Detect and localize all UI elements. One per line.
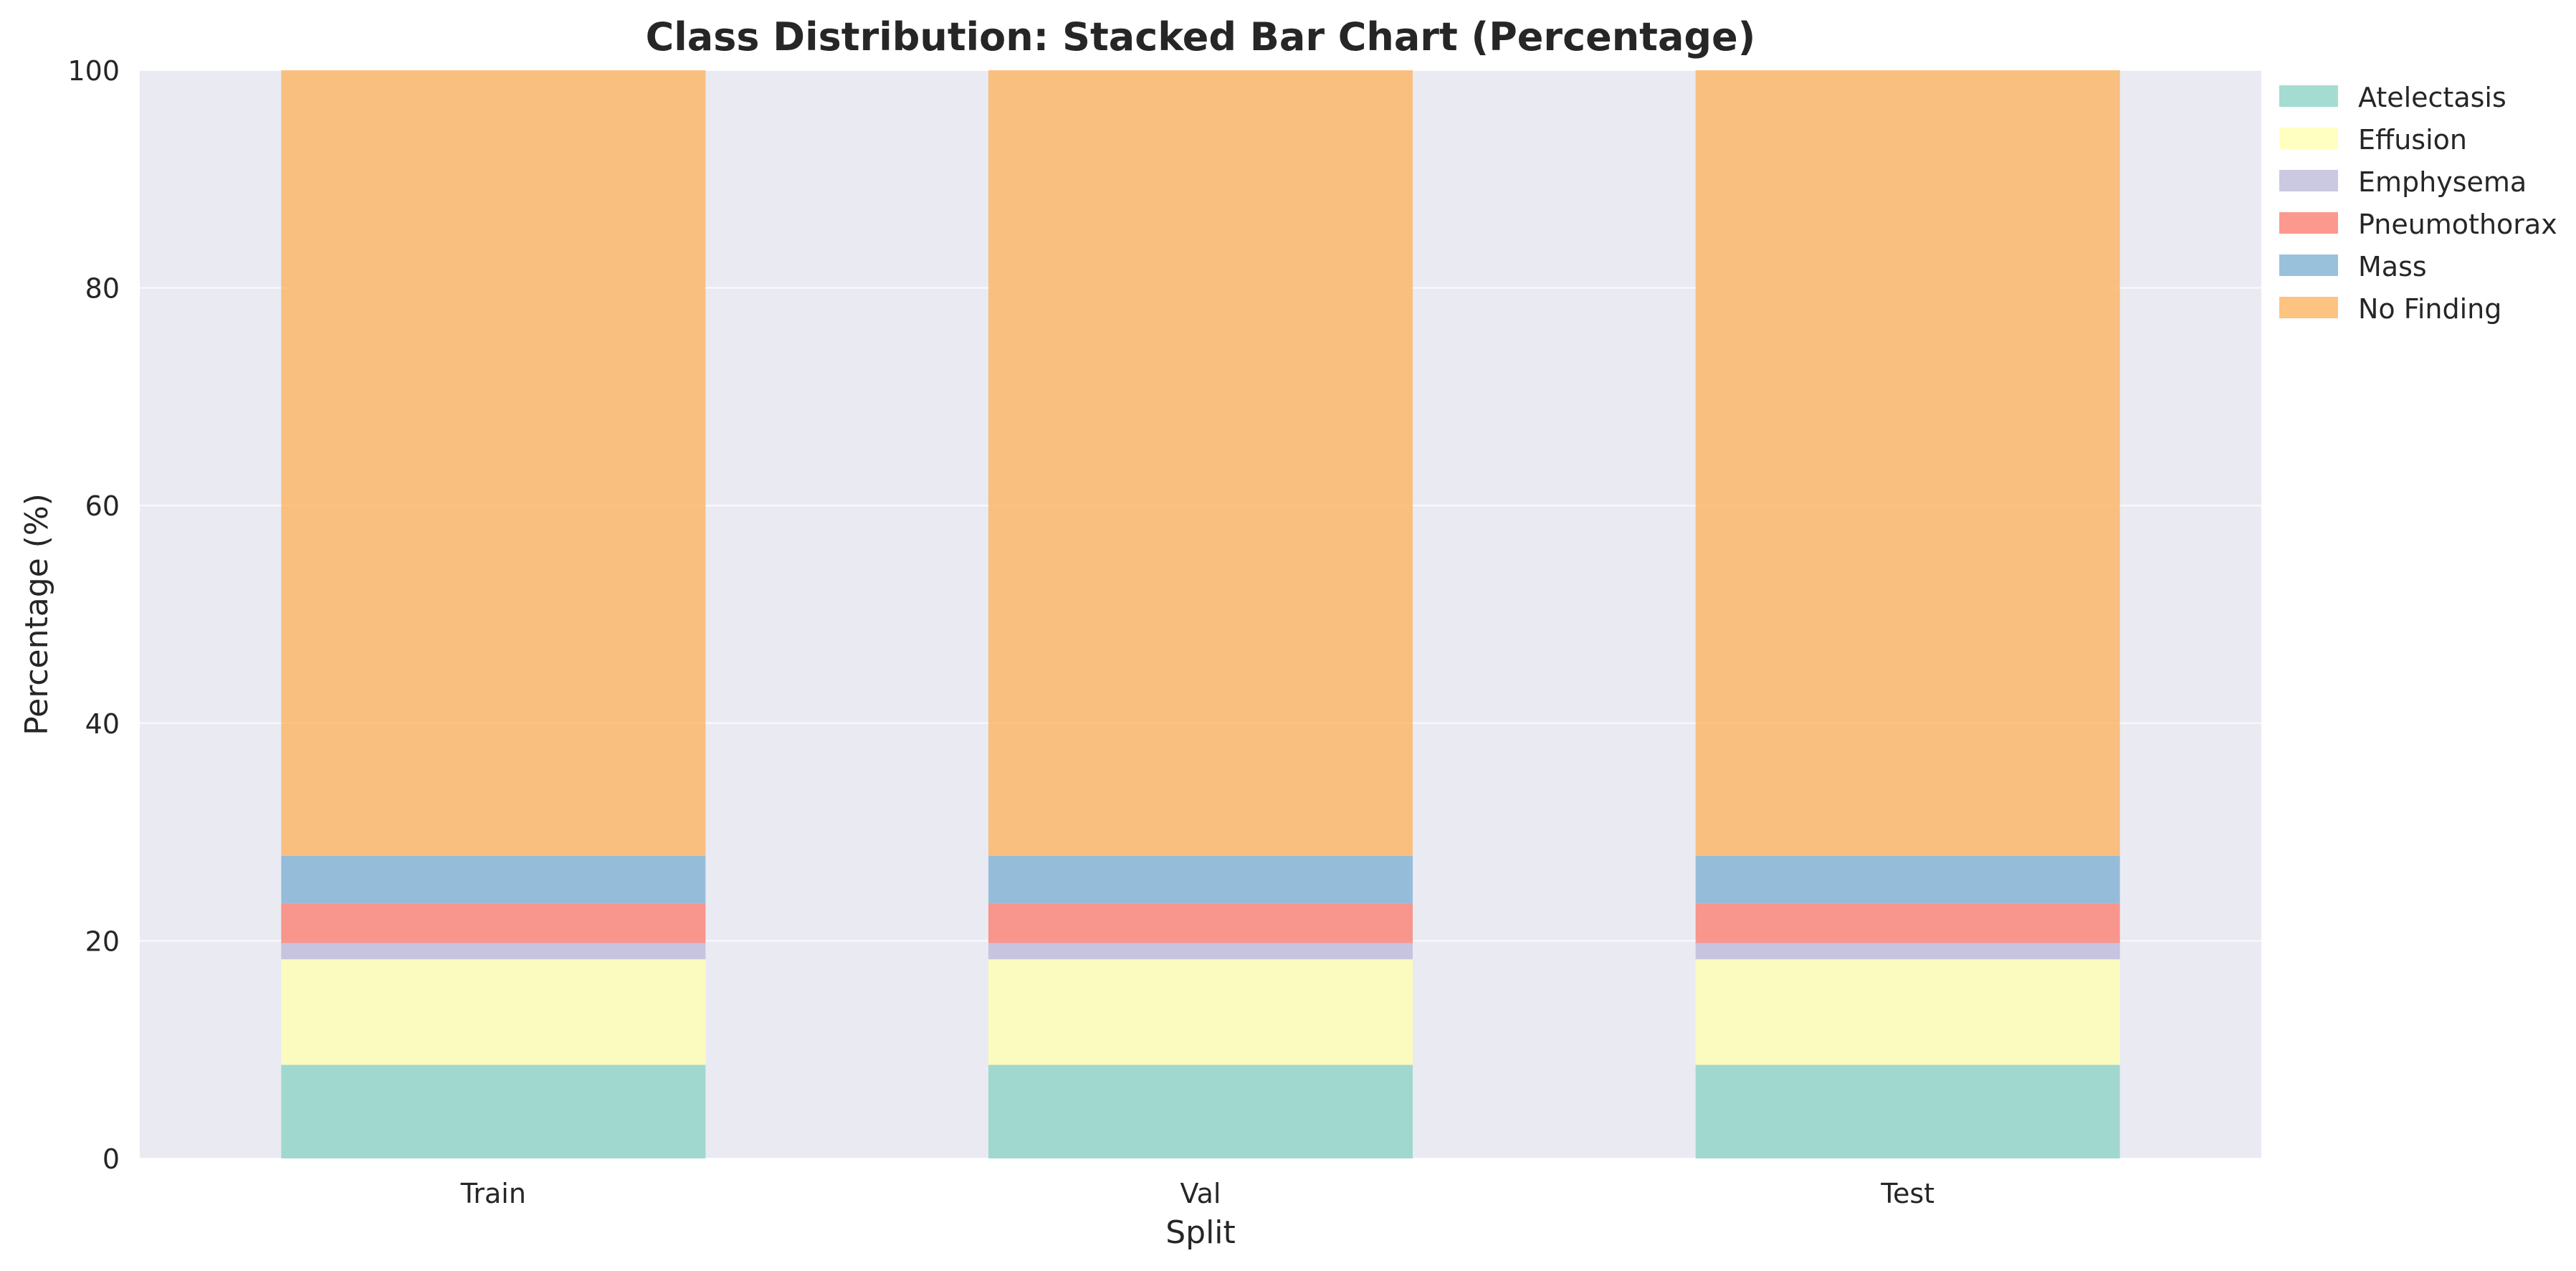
y-axis-label: Percentage (%) [19, 493, 55, 736]
legend-swatch [2279, 297, 2338, 318]
y-tick-label: 60 [85, 490, 120, 522]
bar-segment-atelectasis-train [281, 1065, 706, 1158]
bar-segment-no-finding-val [988, 70, 1413, 856]
bar-segment-effusion-test [1695, 959, 2120, 1065]
bar-segment-emphysema-test [1695, 943, 2120, 960]
legend-label: Mass [2358, 251, 2427, 282]
legend-label: Atelectasis [2358, 82, 2506, 113]
y-tick-label: 20 [85, 925, 120, 957]
bar-segment-mass-train [281, 855, 706, 904]
bar-segment-mass-val [988, 855, 1413, 904]
bar-segment-emphysema-train [281, 943, 706, 960]
y-tick-label: 100 [67, 55, 120, 87]
bar-segment-emphysema-val [988, 943, 1413, 960]
legend-swatch [2279, 212, 2338, 234]
legend-swatch [2279, 128, 2338, 149]
bar-segment-pneumothorax-train [281, 903, 706, 943]
bar-segment-effusion-val [988, 959, 1413, 1065]
bar-segment-atelectasis-test [1695, 1065, 2120, 1158]
legend-label: No Finding [2358, 293, 2501, 325]
y-tick-labels: 0 20 40 60 80 100 [67, 55, 120, 1175]
bar-segment-effusion-train [281, 959, 706, 1065]
bar-segment-atelectasis-val [988, 1065, 1413, 1158]
legend-label: Emphysema [2358, 166, 2527, 198]
x-axis-label: Split [1165, 1214, 1236, 1251]
y-tick-label: 40 [85, 708, 120, 740]
legend-label: Effusion [2358, 124, 2467, 156]
bar-segment-no-finding-test [1695, 70, 2120, 856]
legend-swatch [2279, 85, 2338, 107]
bar-segment-no-finding-train [281, 70, 706, 856]
bar-segment-mass-test [1695, 855, 2120, 904]
legend-swatch [2279, 254, 2338, 276]
x-tick-labels: Train Val Test [460, 1178, 1935, 1209]
y-tick-label: 80 [85, 273, 120, 305]
x-tick-label: Test [1880, 1178, 1935, 1209]
legend-label: Pneumothorax [2358, 209, 2557, 240]
bars [281, 70, 2120, 1158]
x-tick-label: Val [1180, 1178, 1221, 1209]
chart-title: Class Distribution: Stacked Bar Chart (P… [646, 14, 1756, 59]
bar-segment-pneumothorax-test [1695, 903, 2120, 943]
y-tick-label: 0 [102, 1143, 120, 1175]
legend: Atelectasis Effusion Emphysema Pneumothorax… [2279, 82, 2557, 325]
x-tick-label: Train [460, 1178, 526, 1209]
bar-segment-pneumothorax-val [988, 903, 1413, 943]
legend-swatch [2279, 170, 2338, 191]
